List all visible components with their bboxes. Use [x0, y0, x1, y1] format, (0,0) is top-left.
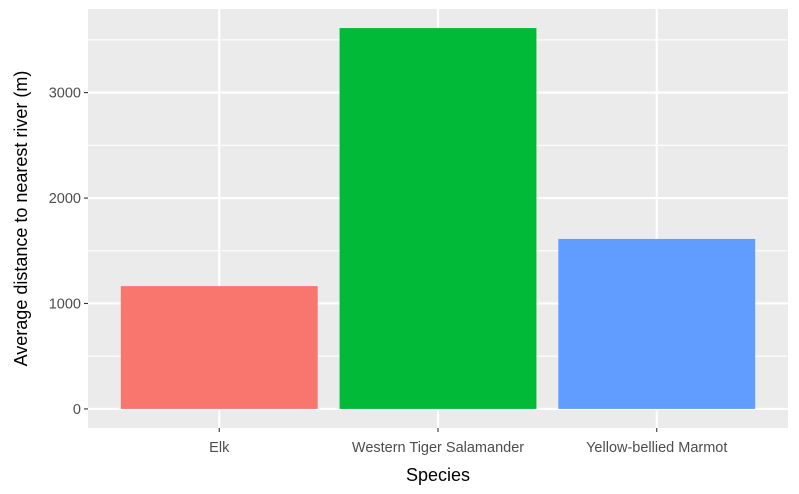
y-tick-label: 3000: [49, 86, 81, 102]
y-tick-label: 0: [73, 402, 81, 418]
bars: [120, 28, 756, 409]
y-axis: 0 1000 2000 3000: [49, 86, 88, 418]
bar-elk: [120, 286, 318, 409]
x-axis: Elk Western Tiger Salamander Yellow-bellie…: [209, 428, 727, 456]
bar-yellow-bellied-marmot: [558, 238, 756, 409]
y-axis-title: Average distance to nearest river (m): [11, 71, 31, 367]
x-axis-title: Species: [406, 465, 470, 485]
x-tick-label: Yellow-bellied Marmot: [586, 440, 727, 456]
x-tick-label: Elk: [209, 440, 230, 456]
x-tick-label: Western Tiger Salamander: [352, 440, 524, 456]
bar-western-tiger-salamander: [339, 28, 537, 409]
y-tick-label: 2000: [49, 191, 81, 207]
y-tick-label: 1000: [49, 296, 81, 312]
